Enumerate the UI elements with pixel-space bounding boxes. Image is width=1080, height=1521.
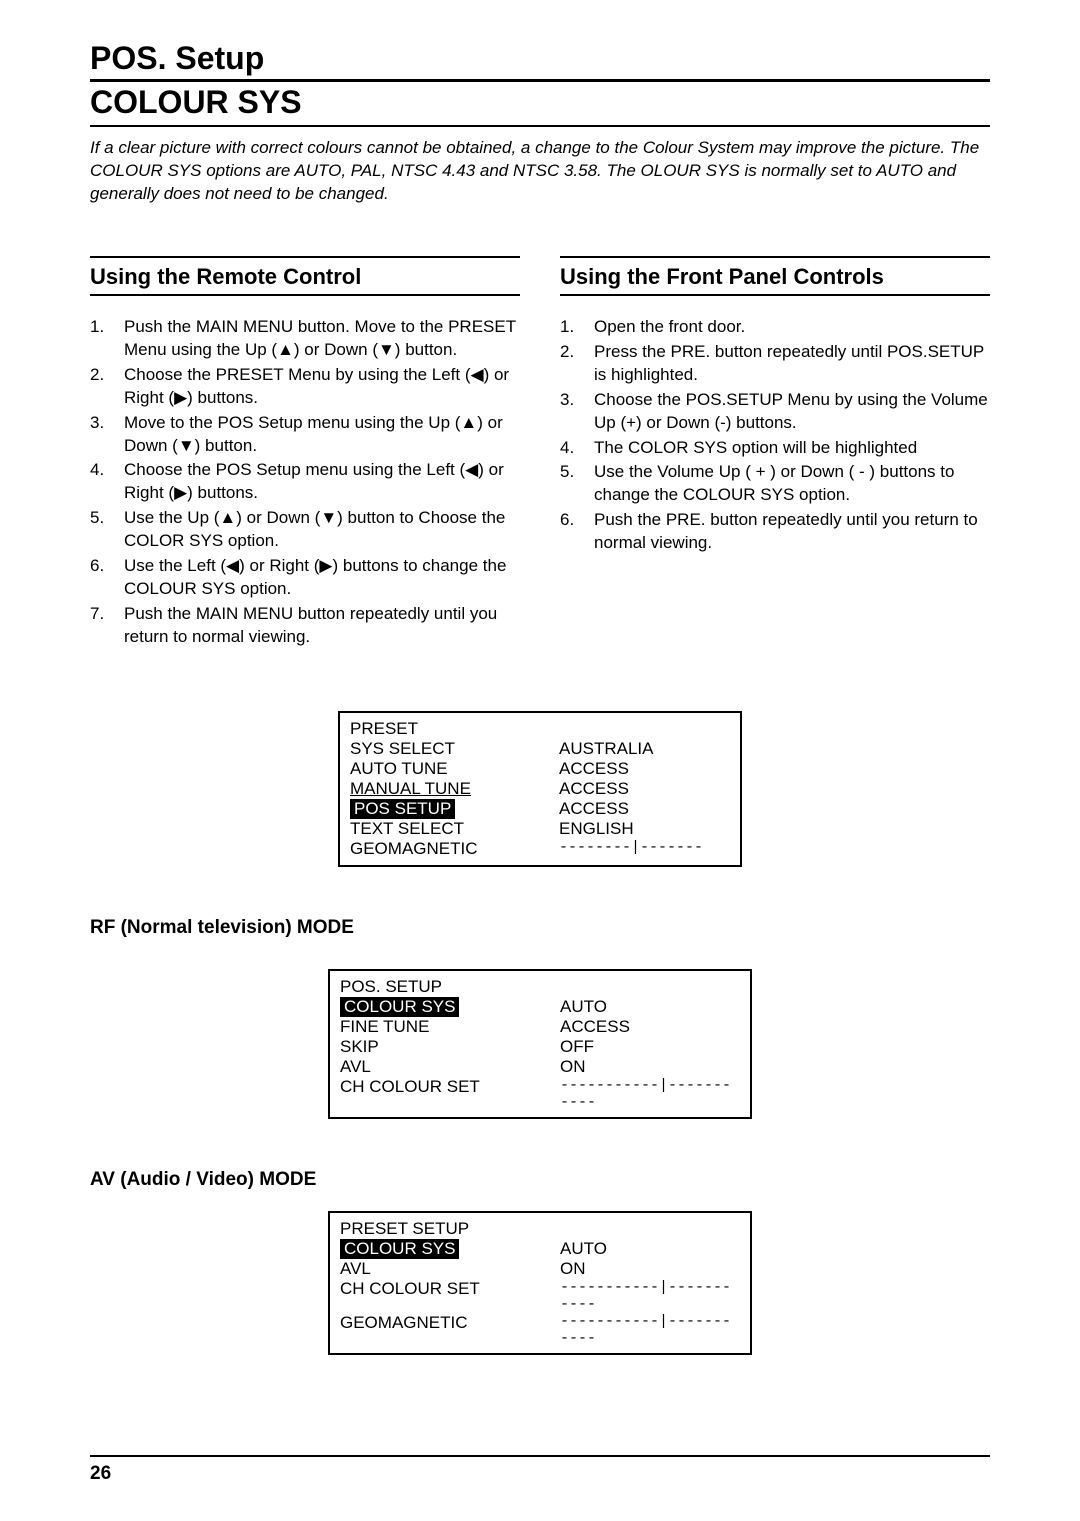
menu-label: AVL [340,1057,560,1077]
menu-label: TEXT SELECT [350,819,559,839]
remote-steps-list: Push the MAIN MENU button. Move to the P… [90,316,520,649]
menu-row: COLOUR SYSAUTO [340,997,740,1017]
pos-setup-menu-box: POS. SETUPCOLOUR SYSAUTOFINE TUNEACCESSS… [328,969,752,1119]
menu-row: AVLON [340,1259,740,1279]
menu-value: ACCESS [559,779,730,799]
step-item: Choose the POS.SETUP Menu by using the V… [560,389,990,435]
title-pos-setup: POS. Setup [90,40,990,82]
remote-heading: Using the Remote Control [90,256,520,296]
menu-label: SKIP [340,1037,560,1057]
menu-value [559,719,730,739]
page: POS. Setup COLOUR SYS If a clear picture… [0,0,1080,1515]
preset-setup-menu-box: PRESET SETUPCOLOUR SYSAUTOAVLONCH COLOUR… [328,1211,752,1355]
menu-value: -----------|----------- [560,1279,740,1313]
step-item: Push the MAIN MENU button. Move to the P… [90,316,520,362]
menu-value: OFF [560,1037,740,1057]
step-item: Choose the PRESET Menu by using the Left… [90,364,520,410]
menu-row: POS. SETUP [340,977,740,997]
av-mode-heading: AV (Audio / Video) MODE [90,1169,990,1191]
menu-row: AUTO TUNEACCESS [350,759,730,779]
menu-row: CH COLOUR SET-----------|----------- [340,1279,740,1313]
menu-row: TEXT SELECTENGLISH [350,819,730,839]
menu-value: ACCESS [560,1017,740,1037]
menu-label: POS SETUP [350,799,559,819]
step-item: Use the Left (◀) or Right (▶) buttons to… [90,555,520,601]
menu-row: AVLON [340,1057,740,1077]
menu-row: PRESET [350,719,730,739]
menu-row: MANUAL TUNEACCESS [350,779,730,799]
menu-row: SKIPOFF [340,1037,740,1057]
rf-mode-heading: RF (Normal television) MODE [90,917,990,939]
menu-label: PRESET [350,719,559,739]
menu-label: FINE TUNE [340,1017,560,1037]
two-column-layout: Using the Remote Control Push the MAIN M… [90,256,990,651]
menu-label: GEOMAGNETIC [350,839,559,859]
remote-column: Using the Remote Control Push the MAIN M… [90,256,520,651]
menu-label: COLOUR SYS [340,997,560,1017]
menu-row: GEOMAGNETIC--------|------- [350,839,730,859]
menu-value: ENGLISH [559,819,730,839]
menu-row: CH COLOUR SET-----------|----------- [340,1077,740,1111]
menu-value: -----------|----------- [560,1077,740,1111]
step-item: Press the PRE. button repeatedly until P… [560,341,990,387]
menu-row: POS SETUPACCESS [350,799,730,819]
menu-label: POS. SETUP [340,977,560,997]
menu-row: GEOMAGNETIC-----------|----------- [340,1313,740,1347]
menu-label: SYS SELECT [350,739,559,759]
menu-value: ACCESS [559,759,730,779]
intro-paragraph: If a clear picture with correct colours … [90,137,990,206]
menu-value: ON [560,1259,740,1279]
menu-label: GEOMAGNETIC [340,1313,560,1347]
menu-row: SYS SELECTAUSTRALIA [350,739,730,759]
front-steps-list: Open the front door.Press the PRE. butto… [560,316,990,555]
menu-row: COLOUR SYSAUTO [340,1239,740,1259]
preset-menu-box: PRESETSYS SELECTAUSTRALIAAUTO TUNEACCESS… [338,711,742,867]
step-item: The COLOR SYS option will be highlighted [560,437,990,460]
menu-label: AUTO TUNE [350,759,559,779]
menu-label: MANUAL TUNE [350,779,559,799]
menu-value: -----------|----------- [560,1313,740,1347]
step-item: Push the PRE. button repeatedly until yo… [560,509,990,555]
menu-value [560,1219,740,1239]
menu-value: AUTO [560,1239,740,1259]
step-item: Use the Volume Up ( + ) or Down ( - ) bu… [560,461,990,507]
menu-label: PRESET SETUP [340,1219,560,1239]
title-colour-sys: COLOUR SYS [90,82,990,127]
step-item: Push the MAIN MENU button repeatedly unt… [90,603,520,649]
footer: 26 [90,1455,990,1485]
step-item: Open the front door. [560,316,990,339]
menu-label: CH COLOUR SET [340,1077,560,1111]
page-number: 26 [90,1463,111,1484]
menu-label: AVL [340,1259,560,1279]
menu-row: FINE TUNEACCESS [340,1017,740,1037]
step-item: Move to the POS Setup menu using the Up … [90,412,520,458]
menu-value: AUTO [560,997,740,1017]
menu-value: ACCESS [559,799,730,819]
step-item: Choose the POS Setup menu using the Left… [90,459,520,505]
step-item: Use the Up (▲) or Down (▼) button to Cho… [90,507,520,553]
menu-value [560,977,740,997]
front-heading: Using the Front Panel Controls [560,256,990,296]
front-panel-column: Using the Front Panel Controls Open the … [560,256,990,651]
menu-label: CH COLOUR SET [340,1279,560,1313]
menu-value: AUSTRALIA [559,739,730,759]
menu-label: COLOUR SYS [340,1239,560,1259]
menu-value: --------|------- [559,839,730,859]
menu-value: ON [560,1057,740,1077]
menu-row: PRESET SETUP [340,1219,740,1239]
